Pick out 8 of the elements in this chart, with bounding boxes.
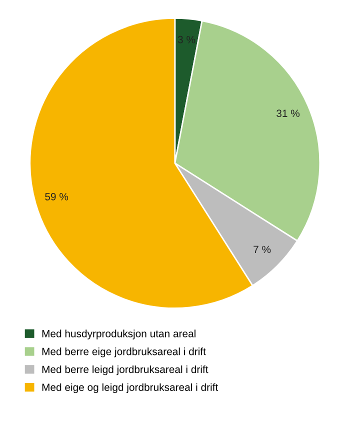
data-label: 31 % [276,110,300,118]
legend-label: Med husdyrproduksjon utan areal [42,330,196,340]
data-label: 59 % [45,193,68,200]
data-label: 7 % [254,246,271,254]
legend-label: Med berre eige jordbruksareal i drift [42,348,206,358]
data-label: 3 % [178,36,196,44]
legend-label: Med eige og leigd jordbruksareal i drift [42,383,218,394]
legend-label: Med berre leigd jordbruksareal i drift [42,365,208,376]
